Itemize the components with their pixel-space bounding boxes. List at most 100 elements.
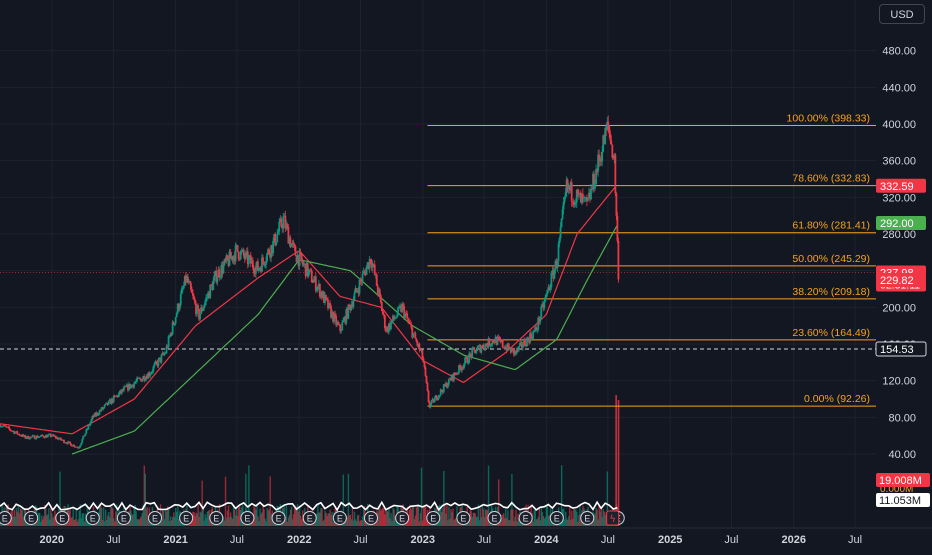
candle-body bbox=[394, 318, 396, 320]
candle-body bbox=[2, 426, 4, 427]
candle-body bbox=[234, 245, 237, 262]
candle-body bbox=[257, 261, 259, 271]
candle-body bbox=[187, 281, 190, 283]
candle-body bbox=[63, 439, 65, 443]
volume-tag-label: 19.008M bbox=[879, 475, 922, 487]
volume-bar bbox=[352, 520, 355, 526]
candle-body bbox=[533, 331, 536, 332]
volume-bar bbox=[497, 479, 500, 526]
candle-body bbox=[183, 275, 186, 286]
volume-bar bbox=[81, 513, 84, 526]
candle-body bbox=[589, 192, 591, 200]
fib-level-label: 0.00% (92.26) bbox=[804, 393, 870, 405]
candle-body bbox=[216, 277, 219, 283]
candle-body bbox=[441, 391, 444, 393]
candle-body bbox=[454, 372, 456, 375]
volume-bar bbox=[195, 512, 197, 526]
candle-body bbox=[378, 289, 381, 296]
candle-body bbox=[555, 260, 558, 269]
candle-body bbox=[37, 437, 40, 438]
candle-body bbox=[64, 442, 66, 444]
candle-body bbox=[352, 300, 355, 307]
volume-bar bbox=[565, 511, 567, 526]
volume-bar bbox=[191, 518, 193, 526]
candle-body bbox=[127, 384, 129, 391]
volume-bar bbox=[196, 513, 198, 526]
earnings-marker-label: E bbox=[523, 514, 529, 524]
candle-body bbox=[597, 154, 600, 172]
volume-bar bbox=[220, 521, 223, 526]
time-axis-tick-label: 2024 bbox=[534, 534, 559, 546]
volume-bar bbox=[289, 509, 292, 526]
candle-body bbox=[445, 383, 448, 388]
volume-bar bbox=[504, 518, 506, 526]
volume-bar bbox=[163, 519, 166, 526]
candle-body bbox=[403, 306, 406, 318]
volume-bar bbox=[234, 515, 237, 526]
volume-bar bbox=[74, 519, 76, 526]
candle-body bbox=[485, 343, 488, 345]
candle-body bbox=[177, 303, 180, 310]
volume-bar bbox=[255, 509, 257, 526]
candle-body bbox=[408, 321, 411, 323]
candle-body bbox=[588, 192, 590, 198]
volume-bar bbox=[539, 520, 542, 526]
candle-body bbox=[99, 410, 102, 412]
volume-bar bbox=[203, 520, 205, 526]
candle-body bbox=[242, 249, 245, 256]
candle-body bbox=[428, 401, 431, 408]
candle-body bbox=[568, 185, 571, 191]
volume-bar bbox=[440, 507, 442, 526]
volume-bar bbox=[516, 521, 518, 526]
candle-body bbox=[67, 441, 69, 444]
candle-body bbox=[112, 395, 115, 403]
candle-body bbox=[449, 379, 452, 381]
earnings-marker bbox=[487, 511, 502, 525]
candle-body bbox=[156, 362, 159, 367]
candle-body bbox=[245, 251, 248, 253]
volume-bar bbox=[410, 509, 413, 526]
volume-bar bbox=[594, 513, 596, 526]
candle-body bbox=[285, 224, 288, 229]
candle-body bbox=[431, 399, 434, 401]
volume-bar bbox=[508, 520, 510, 526]
volume-bar bbox=[164, 508, 167, 526]
candle-body bbox=[298, 252, 301, 267]
volume-bar bbox=[85, 516, 88, 526]
earnings-marker-label: E bbox=[276, 514, 282, 524]
volume-bar bbox=[268, 509, 270, 526]
time-axis-tick-label: Jul bbox=[230, 534, 244, 546]
price-axis-tick-label: 120.00 bbox=[882, 376, 916, 388]
candle-body bbox=[28, 438, 31, 440]
candle-body bbox=[215, 270, 218, 283]
candle-body bbox=[400, 306, 403, 312]
candle-body bbox=[60, 437, 62, 440]
volume-bar bbox=[264, 518, 266, 526]
volume-bar bbox=[137, 519, 139, 526]
candle-body bbox=[318, 283, 321, 297]
candle-body bbox=[436, 398, 439, 400]
earnings-marker-label: E bbox=[307, 514, 313, 524]
candle-body bbox=[367, 262, 370, 269]
candle-body bbox=[41, 434, 44, 437]
volume-bar bbox=[349, 514, 352, 526]
volume-bar bbox=[536, 519, 538, 526]
candle-body bbox=[523, 340, 525, 347]
candle-body bbox=[105, 402, 108, 404]
candle-body bbox=[201, 307, 203, 312]
candle-body bbox=[520, 342, 522, 344]
candle-body bbox=[147, 372, 150, 379]
candle-body bbox=[362, 271, 365, 274]
candle-body bbox=[600, 158, 603, 162]
candle-body bbox=[142, 376, 145, 380]
candle-body bbox=[591, 188, 593, 190]
volume-bar bbox=[166, 506, 169, 526]
volume-bar bbox=[511, 473, 513, 526]
candle-body bbox=[214, 270, 217, 276]
volume-bar bbox=[132, 514, 134, 526]
candle-body bbox=[282, 216, 285, 229]
volume-bar bbox=[425, 520, 428, 526]
currency-selector-button[interactable]: USD bbox=[879, 4, 925, 24]
